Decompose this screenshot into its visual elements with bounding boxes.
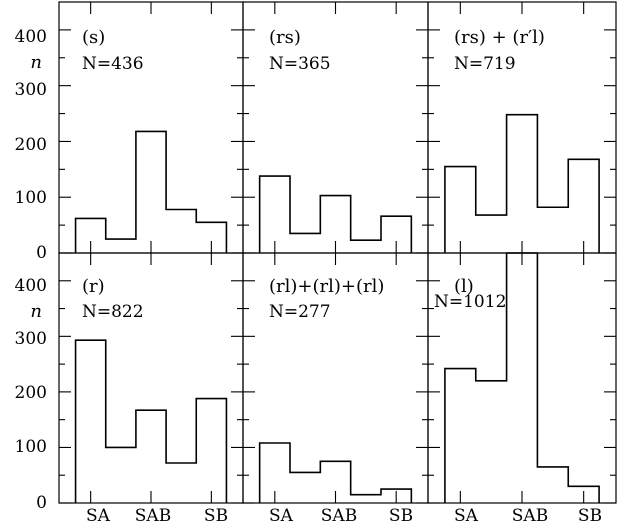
ytick-top-100: 100 bbox=[15, 188, 47, 208]
xtick-col3-sa: SA bbox=[454, 506, 479, 526]
xtick-col3-sab: SAB bbox=[512, 506, 548, 526]
ytick-bottom-300: 300 bbox=[15, 329, 47, 349]
panel-6-label: (l) bbox=[454, 276, 474, 297]
ytick-bottom-100: 100 bbox=[15, 437, 47, 457]
xtick-col3-sb: SB bbox=[578, 506, 602, 526]
panel-4-histogram bbox=[74, 339, 228, 503]
panel-6-histogram bbox=[444, 252, 600, 503]
xtick-col1-sab: SAB bbox=[135, 506, 171, 526]
ytick-top-400: 400 bbox=[15, 27, 47, 47]
panel-grid bbox=[58, 1, 617, 504]
ytick-bottom-0: 0 bbox=[36, 493, 47, 513]
ytick-top-0: 0 bbox=[36, 243, 47, 263]
ylabel-top: n bbox=[30, 52, 42, 73]
ytick-bottom-200: 200 bbox=[15, 383, 47, 403]
panel-1-label: (s) bbox=[82, 27, 105, 48]
ylabel-bottom: n bbox=[30, 301, 42, 322]
panel-5-label: (rl)+(rl)+(rl) bbox=[269, 276, 384, 297]
panel-2-n: N=365 bbox=[269, 54, 331, 74]
panel-6-n: N=1012 bbox=[434, 292, 506, 312]
ytick-top-300: 300 bbox=[15, 80, 47, 100]
panel-4-n: N=822 bbox=[82, 302, 144, 322]
ytick-bottom-400: 400 bbox=[15, 276, 47, 296]
xtick-col2-sb: SB bbox=[389, 506, 413, 526]
panel-5-n: N=277 bbox=[269, 302, 331, 322]
ytick-top-200: 200 bbox=[15, 135, 47, 155]
xtick-col1-sa: SA bbox=[86, 506, 111, 526]
panel-2-histogram bbox=[258, 175, 413, 253]
panel-1-n: N=436 bbox=[82, 54, 144, 74]
panel-3-label: (rs) + (r′l) bbox=[454, 27, 545, 48]
panel-4-label: (r) bbox=[82, 276, 105, 297]
panel-2-label: (rs) bbox=[269, 27, 301, 48]
panel-3-histogram bbox=[444, 113, 600, 253]
xtick-col1-sb: SB bbox=[204, 506, 228, 526]
panel-5-histogram bbox=[258, 442, 413, 503]
panel-1-histogram bbox=[74, 130, 228, 253]
panel-3-n: N=719 bbox=[454, 54, 516, 74]
xtick-col2-sab: SAB bbox=[321, 506, 357, 526]
xtick-col2-sa: SA bbox=[269, 506, 294, 526]
